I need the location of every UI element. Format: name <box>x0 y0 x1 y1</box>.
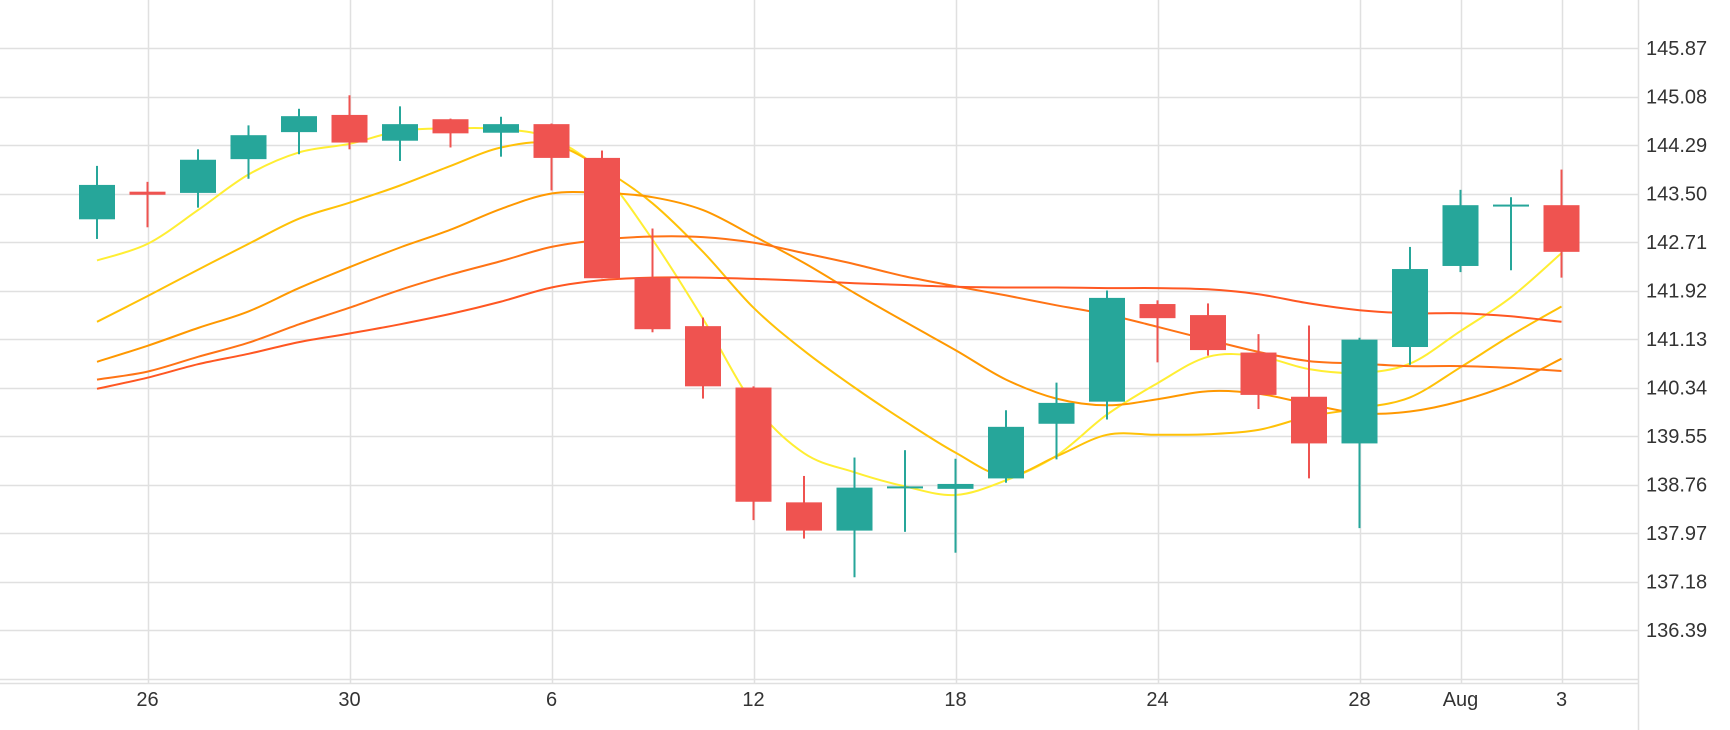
candle-body <box>483 124 519 133</box>
x-tick-label: 6 <box>546 689 557 711</box>
candle <box>584 150 620 279</box>
y-tick-label: 142.71 <box>1646 232 1707 254</box>
y-tick-label: 139.55 <box>1646 426 1707 448</box>
candle-body <box>1442 205 1479 266</box>
candle <box>887 450 923 532</box>
candle-body <box>584 157 620 279</box>
y-tick-label: 136.39 <box>1646 620 1707 642</box>
candle <box>988 410 1024 483</box>
candle-body <box>937 483 974 489</box>
candle <box>1543 169 1580 278</box>
candle <box>1139 300 1176 363</box>
candle-body <box>1089 297 1125 402</box>
candle <box>836 457 873 578</box>
y-tick-label: 138.76 <box>1646 475 1707 497</box>
moving-average-line-4 <box>96 235 1562 381</box>
candle <box>634 228 671 333</box>
candle-body <box>887 486 923 489</box>
candle-body <box>281 116 317 133</box>
y-tick-label: 143.50 <box>1646 184 1707 206</box>
candle-body <box>1240 352 1277 395</box>
candle-body <box>1392 269 1428 348</box>
candle-body <box>1291 396 1327 444</box>
candle <box>79 165 115 239</box>
axis-layer: 136.39 137.18 137.97 138.76 139.55 140.34 141.… <box>136 38 1707 711</box>
x-tick-label: 3 <box>1556 689 1567 711</box>
candle <box>1442 189 1479 273</box>
candle-body <box>230 135 267 160</box>
candle <box>1392 246 1428 365</box>
y-tick-label: 145.87 <box>1646 38 1707 60</box>
candle-body <box>1139 304 1176 319</box>
x-tick-label: 30 <box>338 689 360 711</box>
candle-body <box>1543 205 1580 252</box>
candle <box>432 118 469 148</box>
candle <box>483 116 519 157</box>
candle-body <box>786 502 822 531</box>
y-tick-label: 137.18 <box>1646 572 1707 594</box>
candle <box>1493 197 1529 271</box>
x-tick-label: 24 <box>1146 689 1168 711</box>
candle <box>129 181 166 228</box>
candle-body <box>1493 204 1529 207</box>
y-tick-label: 141.92 <box>1646 281 1707 303</box>
candle <box>735 386 772 521</box>
y-tick-label: 140.34 <box>1646 378 1707 400</box>
candle <box>1341 337 1378 529</box>
candle-body <box>735 387 772 502</box>
moving-average-line-5 <box>96 276 1562 390</box>
x-tick-label: 18 <box>944 689 966 711</box>
x-tick-label: 28 <box>1348 689 1370 711</box>
candle-body <box>836 487 873 531</box>
x-tick-label: 12 <box>742 689 764 711</box>
candle-body <box>634 277 671 330</box>
candle-body <box>533 124 570 158</box>
y-tick-label: 145.08 <box>1646 87 1707 109</box>
y-tick-label: 137.97 <box>1646 523 1707 545</box>
candle <box>382 106 418 161</box>
candle-body <box>180 159 216 193</box>
candle <box>533 123 570 191</box>
candle <box>1038 382 1075 460</box>
candle <box>1291 325 1327 479</box>
candle <box>281 108 317 155</box>
candle-body <box>1341 339 1378 444</box>
candle-body <box>1038 402 1075 424</box>
x-tick-label: Aug <box>1443 689 1479 711</box>
candle-body <box>988 426 1024 479</box>
candle-body <box>331 114 368 143</box>
candle-body <box>1190 315 1226 351</box>
candle <box>331 95 368 150</box>
candle-layer <box>79 95 1580 578</box>
candle <box>1190 303 1226 356</box>
candle-body <box>685 326 721 387</box>
candle <box>937 458 974 553</box>
candle-body <box>79 184 115 220</box>
y-tick-label: 144.29 <box>1646 135 1707 157</box>
candle <box>180 149 216 208</box>
y-tick-label: 141.13 <box>1646 329 1707 351</box>
candle-body <box>129 191 166 195</box>
x-tick-label: 26 <box>136 689 158 711</box>
candle <box>685 317 721 399</box>
candle <box>786 475 822 539</box>
candle <box>230 125 267 179</box>
candle-body <box>382 124 418 141</box>
candle <box>1089 290 1125 420</box>
candle-body <box>432 119 469 134</box>
candle <box>1240 334 1277 410</box>
grid-layer <box>0 0 1640 730</box>
